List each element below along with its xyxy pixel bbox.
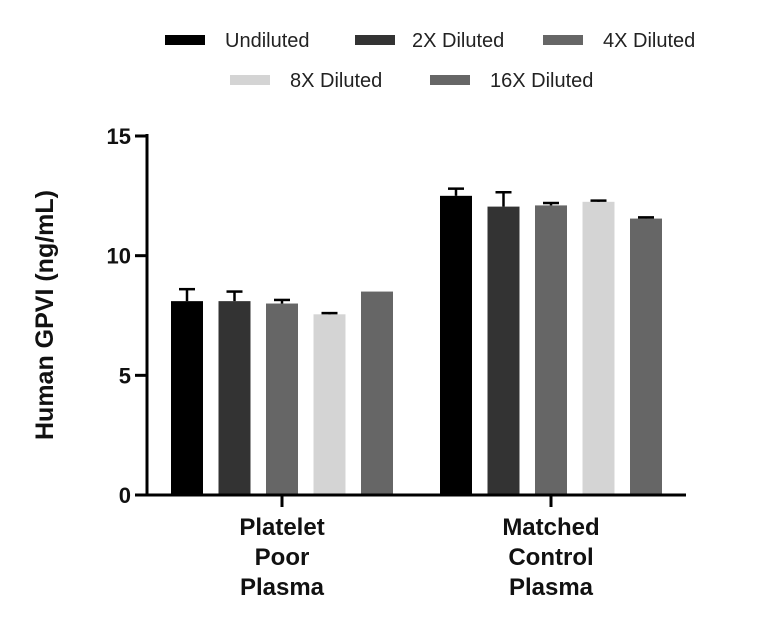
x-category-label: Platelet Poor Plasma [239, 514, 324, 601]
bars [171, 195, 662, 496]
legend-label: 4X Diluted [603, 30, 695, 52]
legend-swatch [355, 35, 395, 45]
bar [440, 195, 472, 496]
x-category-label: Matched Control Plasma [502, 514, 599, 601]
bar [171, 301, 203, 495]
y-tick-label: 5 [119, 363, 131, 388]
legend-label: 2X Diluted [412, 30, 504, 52]
legend-label: Undiluted [225, 30, 310, 52]
bar [487, 206, 520, 495]
error-bars [179, 187, 654, 315]
bar [630, 218, 662, 495]
bar [313, 314, 346, 495]
bar [535, 205, 567, 495]
y-tick-label: 15 [107, 124, 131, 149]
y-tick-label: 10 [107, 244, 131, 269]
legend-swatch [165, 35, 205, 45]
legend-label: 8X Diluted [290, 70, 382, 92]
bar [218, 301, 251, 495]
legend: Undiluted 2X Diluted 4X Diluted 8X Diluted 1… [165, 30, 695, 92]
bar [266, 303, 298, 495]
y-axis: 0 5 10 15 [107, 124, 149, 508]
bar [361, 291, 393, 495]
legend-swatch [430, 75, 470, 85]
legend-swatch [543, 35, 583, 45]
y-tick-label: 0 [119, 483, 131, 508]
bar [582, 201, 615, 496]
legend-label: 16X Diluted [490, 70, 593, 92]
legend-swatch [230, 75, 270, 85]
x-axis: Platelet Poor Plasma Matched Control Plasma [145, 493, 686, 601]
y-axis-label: Human GPVI (ng/mL) [31, 190, 59, 440]
